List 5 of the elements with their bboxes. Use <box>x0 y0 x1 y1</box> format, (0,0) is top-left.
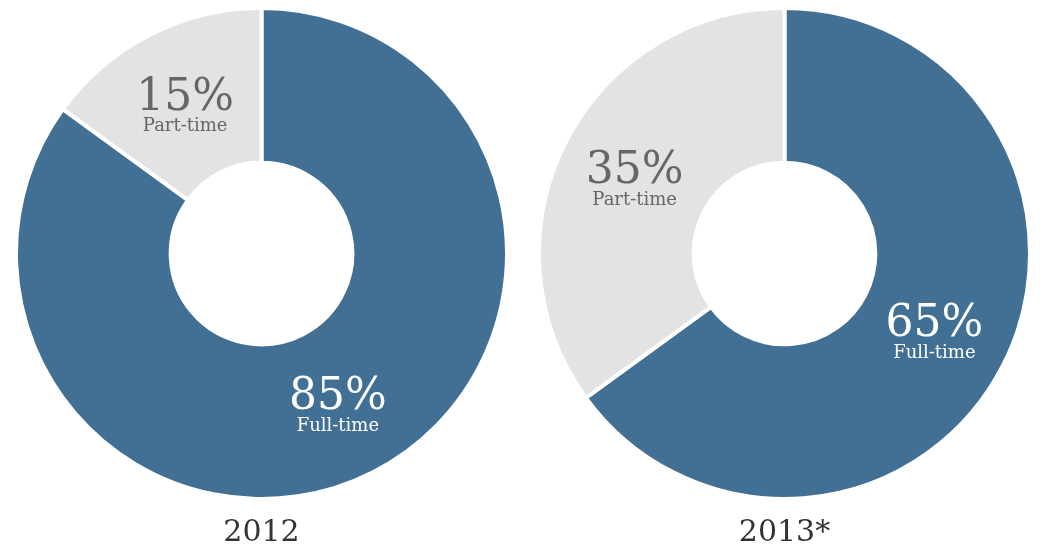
text: 2012 <box>223 512 300 548</box>
slice-label: Part-time <box>142 114 228 136</box>
slice-label: Part-time <box>592 187 677 209</box>
slice-label: Full-time <box>893 340 976 362</box>
text: 2013* <box>738 512 831 548</box>
